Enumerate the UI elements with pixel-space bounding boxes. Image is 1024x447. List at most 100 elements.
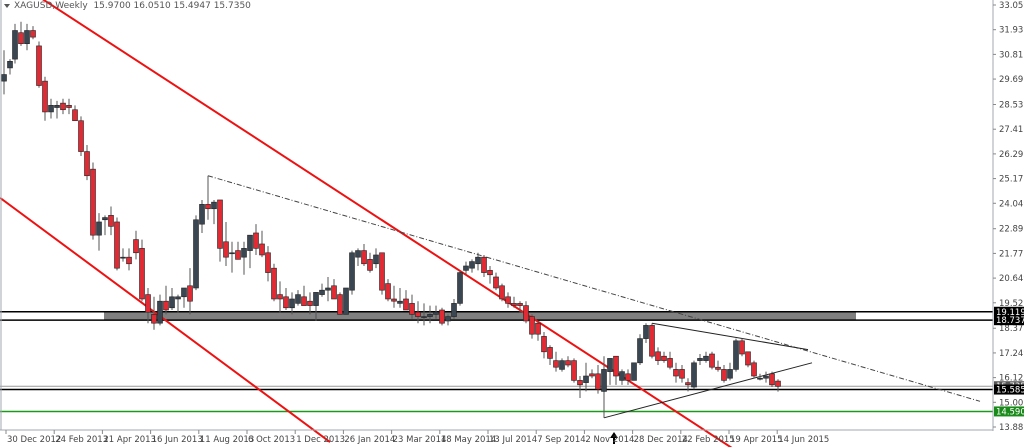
candle-body: [727, 369, 733, 379]
candle: [187, 268, 193, 315]
candle: [571, 358, 577, 383]
candle: [451, 298, 457, 319]
candle: [403, 290, 409, 311]
candle-body: [66, 105, 72, 108]
candle-body: [247, 234, 253, 251]
x-tick-label: 13 Jul 2014: [489, 435, 537, 445]
candle: [589, 369, 595, 379]
candle-body: [553, 360, 559, 368]
candle-body: [355, 250, 361, 258]
candle-body: [217, 199, 223, 249]
candle-body: [703, 355, 709, 361]
candle: [205, 175, 211, 220]
candle: [163, 285, 169, 315]
x-tick-label: 16 Jun 2013: [152, 435, 203, 445]
y-tick-label: 24.0490: [999, 199, 1024, 209]
candle-body: [493, 276, 499, 289]
candle-body: [583, 375, 589, 383]
candle: [361, 243, 367, 266]
candle-body: [541, 336, 547, 353]
y-tick-label: 33.0590: [999, 1, 1024, 11]
trendlines: [0, 0, 981, 447]
candle-body: [691, 362, 697, 388]
candle-body: [72, 109, 78, 122]
candle: [553, 351, 559, 372]
candle: [247, 234, 253, 269]
candle-body: [325, 287, 331, 291]
candle: [133, 230, 139, 260]
x-tick-label: 19 Apr 2015: [730, 435, 783, 445]
candle: [577, 376, 583, 399]
candle-body: [715, 366, 721, 370]
candle: [78, 116, 84, 156]
candle-body: [163, 300, 169, 311]
candle-body: [265, 252, 271, 273]
candle-body: [181, 287, 187, 298]
candle-body: [577, 380, 583, 386]
candle: [409, 294, 415, 319]
y-tick-label: 18.3710: [999, 324, 1024, 334]
descending-resistance-trendline: [207, 175, 981, 402]
candle: [529, 314, 535, 339]
candle-body: [169, 296, 175, 309]
candle-body: [547, 347, 553, 359]
candle: [607, 358, 613, 385]
candle: [763, 371, 769, 383]
y-tick-label: 27.4150: [999, 125, 1024, 135]
candle: [391, 285, 397, 308]
candle: [30, 26, 36, 40]
candle-body: [145, 294, 151, 313]
candle-body: [709, 353, 715, 368]
candle: [475, 252, 481, 271]
y-tick-label: 22.8930: [999, 225, 1024, 235]
candle: [307, 292, 313, 315]
price-label: 18.7377: [996, 316, 1024, 326]
candle: [415, 301, 421, 324]
candle: [337, 292, 343, 315]
candle-body: [775, 380, 781, 387]
candle: [505, 292, 511, 308]
candle-body: [18, 32, 24, 45]
candle: [367, 252, 373, 273]
candle: [114, 217, 120, 271]
chart-header: XAGUSD,Weekly 15.9700 16.0510 15.4947 15…: [4, 1, 251, 11]
candle-body: [120, 256, 126, 259]
candlesticks: [1, 21, 781, 418]
candle-body: [655, 351, 661, 361]
candle-body: [523, 305, 529, 322]
candle: [499, 283, 505, 302]
x-tick-label: 7 Sep 2014: [537, 435, 585, 445]
candle-body: [36, 45, 42, 86]
candle: [637, 334, 643, 366]
candle-body: [211, 201, 217, 210]
candle-body: [54, 105, 60, 108]
candle: [565, 356, 571, 368]
candle-body: [199, 204, 205, 225]
candle-body: [721, 369, 727, 381]
dropdown-triangle-icon[interactable]: [4, 3, 10, 8]
candle-body: [649, 325, 655, 357]
candle: [469, 259, 475, 273]
candle-body: [24, 30, 30, 45]
candle-body: [7, 61, 13, 69]
candle-body: [559, 360, 565, 370]
candle-body: [421, 316, 427, 318]
candle: [685, 378, 691, 392]
candle: [193, 215, 199, 291]
y-tick-label: 17.2490: [999, 349, 1024, 359]
candle-body: [409, 303, 415, 315]
candle-body: [505, 296, 511, 304]
candle-body: [739, 340, 745, 355]
x-tick-label: 2 Nov 2014: [585, 435, 634, 445]
candle-body: [90, 168, 96, 236]
candle: [673, 362, 679, 383]
candle-body: [229, 252, 235, 255]
x-tick-label: 28 Dec 2014: [634, 435, 688, 445]
candle: [181, 287, 187, 308]
candle: [235, 241, 241, 260]
candle: [169, 287, 175, 310]
candle: [349, 250, 355, 295]
candle-body: [331, 285, 337, 300]
candle: [283, 287, 289, 310]
